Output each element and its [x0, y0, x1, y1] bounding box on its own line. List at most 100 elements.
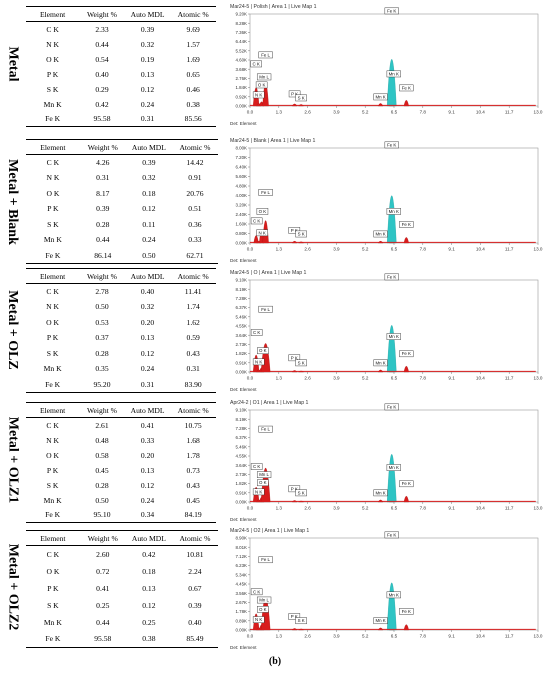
y-tick-label: 7.12K [236, 554, 248, 559]
x-tick-label: 3.9 [333, 376, 340, 381]
header-atomic: Atomic % [170, 402, 216, 418]
cell-element: Fe K [26, 507, 80, 523]
y-tick-label: 2.40K [236, 212, 248, 217]
peak-label: C K [253, 330, 260, 335]
header-atomic: Atomic % [170, 268, 216, 284]
cell-element: Mn K [43, 235, 62, 245]
cell-weight: 0.72 [96, 566, 110, 576]
x-tick-label: 0.0 [247, 110, 254, 115]
header-atomic: Atomic % [171, 530, 218, 546]
x-tick-label: 6.5 [391, 247, 398, 252]
table-row: Mn K 0.44 0.25 0.40 [26, 614, 218, 631]
cell-weight: 0.25 [96, 600, 110, 610]
cell-atomic: 9.69 [186, 24, 200, 34]
cell-element: C K [46, 24, 59, 34]
table-row: C K 2.33 0.39 9.69 [26, 22, 216, 37]
y-tick-label: 5.46K [236, 314, 248, 319]
peak-label-box [250, 329, 263, 336]
cell-element: Fe K [26, 111, 80, 127]
peak-label: P K [291, 228, 298, 233]
y-tick-label: 5.46K [236, 444, 248, 449]
peak-label-box [258, 189, 273, 196]
peak-label-box [288, 485, 301, 493]
cell-mdl: 0.12 [140, 348, 155, 358]
cell-weight: 0.42 [95, 99, 109, 109]
peak-label-box [252, 616, 265, 623]
peak-label-box [384, 403, 399, 411]
peak-label: Mn L [259, 598, 269, 603]
y-tick-label: 1.60K [236, 222, 248, 227]
peak-label-box [258, 425, 273, 433]
peak-label-box [288, 90, 301, 98]
peak-label-box [373, 230, 388, 238]
cell-element: O K [46, 54, 60, 64]
cell-element: C K [46, 420, 59, 430]
x-tick-label: 7.8 [420, 634, 427, 639]
cell-mdl: 0.41 [140, 420, 155, 430]
spectrum-peak [403, 237, 409, 244]
peak-label: P K [291, 355, 298, 360]
cell-element: P K [46, 69, 59, 79]
y-tick-label: 5.52K [236, 48, 248, 53]
x-tick-label: 2.6 [304, 506, 311, 511]
peak-label: Fe K [387, 532, 396, 537]
cell-weight: 2.33 [95, 24, 109, 34]
cell-weight: 0.28 [95, 348, 109, 358]
table-header-row: Element Weight % Auto MDL Atomic % [26, 139, 218, 155]
x-axis-label: Det: Element [230, 517, 257, 522]
peak-label: O K [259, 209, 267, 214]
cell-atomic: 84.19 [170, 507, 216, 523]
eds-spectrum: Mar24-5 | O | Area 1 | Live Map 1 0.00K 0.… [224, 266, 550, 394]
cell-mdl: 0.12 [142, 204, 156, 214]
peak-label: C K [253, 218, 260, 223]
cell-atomic: 62.71 [171, 247, 218, 264]
panel-label-text: Metal + OLZ2 [5, 543, 20, 631]
y-tick-label: 3.64K [236, 333, 248, 338]
cell-weight: 0.35 [95, 364, 109, 374]
cell-atomic: 0.45 [186, 495, 200, 505]
x-tick-label: 11.7 [505, 376, 514, 381]
cell-element: S K [47, 600, 59, 610]
cell-element: N K [46, 435, 60, 445]
cell-atomic: 0.67 [188, 583, 202, 593]
peak-label: N K [259, 230, 266, 235]
table-row: Mn K 0.50 0.24 0.45 [26, 493, 216, 508]
peak-label-box [384, 531, 399, 539]
peak-label-box [399, 221, 414, 228]
cell-weight: 0.29 [95, 84, 109, 94]
table-header-row: Element Weight % Auto MDL Atomic % [26, 530, 218, 546]
cell-atomic: 0.40 [188, 617, 202, 627]
x-tick-label: 2.6 [304, 634, 311, 639]
y-tick-label: 4.55K [236, 324, 248, 329]
x-tick-label: 11.7 [505, 506, 514, 511]
peak-label-box [373, 617, 388, 625]
header-mdl: Auto MDL [124, 402, 171, 418]
cell-atomic: 83.90 [170, 376, 216, 393]
cell-mdl: 0.24 [140, 99, 155, 109]
cell-weight: 0.44 [96, 617, 110, 627]
peak-label: Fe L [261, 190, 270, 195]
composition-table: Element Weight % Auto MDL Atomic % C K 2.… [26, 6, 216, 127]
table-row: C K 2.60 0.42 10.81 [26, 546, 218, 563]
eds-spectrum: Mar24-5 | Polish | Area 1 | Live Map 1 0.… [224, 0, 550, 128]
y-tick-label: 7.28K [236, 426, 248, 431]
x-tick-label: 6.5 [391, 634, 398, 639]
x-tick-label: 11.7 [505, 110, 514, 115]
table-row: C K 2.61 0.41 10.75 [26, 418, 216, 433]
spectrum-peak [403, 100, 409, 107]
x-tick-label: 5.2 [362, 634, 369, 639]
y-tick-label: 0.00K [236, 104, 248, 109]
x-tick-label: 1.3 [276, 110, 283, 115]
y-tick-label: 0.80K [236, 231, 248, 236]
cell-atomic: 0.65 [186, 69, 200, 79]
cell-atomic: 1.68 [186, 435, 200, 445]
cell-mdl: 0.39 [140, 24, 155, 34]
table-row: Fe K 95.58 0.31 85.56 [26, 111, 216, 127]
composition-table: Element Weight % Auto MDL Atomic % C K 4.… [26, 139, 218, 264]
peak-label-box [373, 93, 388, 101]
peak-label: O K [259, 348, 267, 353]
x-tick-label: 2.6 [304, 247, 311, 252]
spectrum-title: Mar24-5 | Polish | Area 1 | Live Map 1 [230, 4, 317, 10]
peak-label-box [384, 273, 399, 281]
peak-label-box [250, 463, 263, 470]
